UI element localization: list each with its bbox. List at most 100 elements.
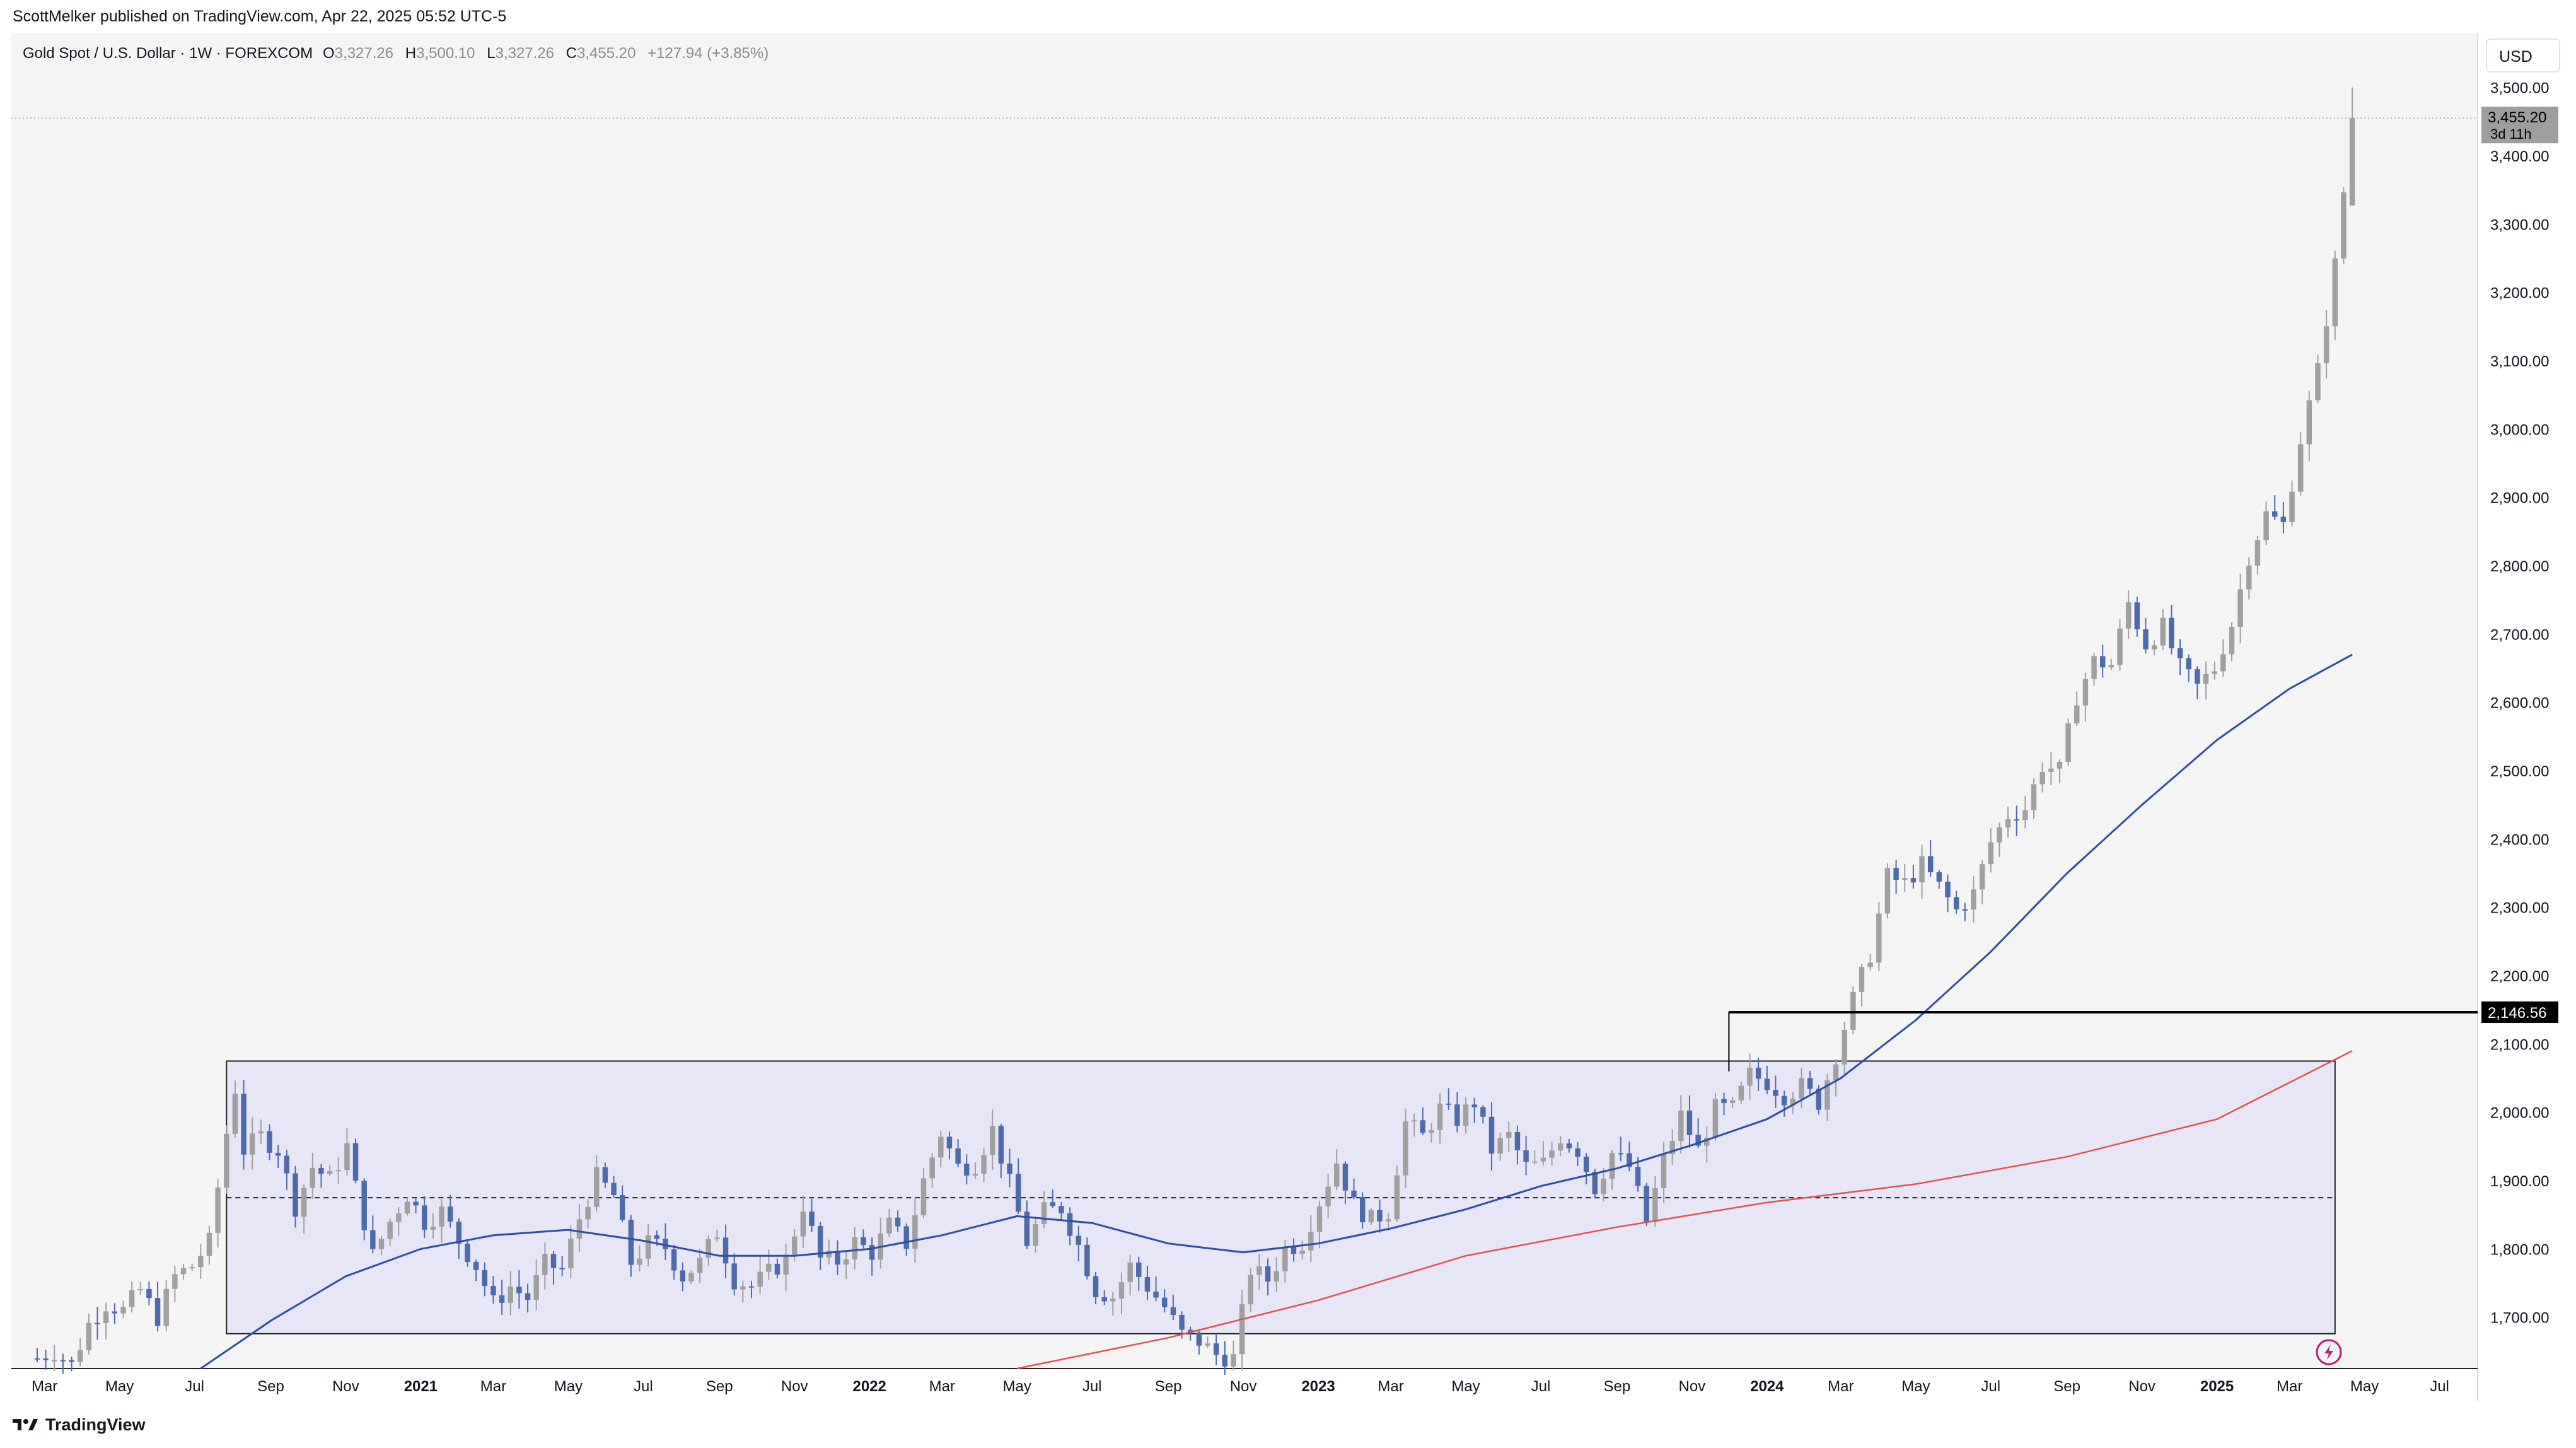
candle <box>1394 1165 1400 1222</box>
candle <box>2005 807 2011 838</box>
price-tick-label: 3,000.00 <box>2490 421 2549 438</box>
currency-button[interactable] <box>2486 38 2560 73</box>
candle <box>2220 639 2226 677</box>
candle <box>757 1255 763 1295</box>
candle-body <box>714 1237 720 1239</box>
candle-body <box>697 1258 703 1273</box>
candle-body <box>1239 1304 1245 1355</box>
candle-body <box>2203 674 2209 684</box>
candle-body <box>77 1350 83 1362</box>
candle <box>1953 890 1959 914</box>
candle <box>1721 1092 1727 1116</box>
candle <box>1927 840 1934 877</box>
price-tick-label: 2,000.00 <box>2490 1105 2549 1122</box>
candle-body <box>1024 1212 1030 1246</box>
lightning-icon[interactable] <box>2316 1339 2342 1365</box>
candle <box>447 1194 453 1228</box>
candle-body <box>1910 878 1917 883</box>
candle-body <box>1282 1247 1288 1271</box>
candle-body <box>1901 878 1908 880</box>
candle <box>1076 1225 1081 1261</box>
candle-body <box>602 1167 608 1183</box>
candle-body <box>731 1263 737 1290</box>
candle-body <box>267 1131 272 1153</box>
candle <box>2160 609 2166 650</box>
breakout-level-label-bg <box>2481 1001 2558 1023</box>
fast-moving-average-line <box>200 653 2353 1370</box>
candle-body <box>439 1206 444 1227</box>
candle <box>1231 1340 1236 1370</box>
candle-body <box>2125 602 2132 629</box>
candle-body <box>2074 705 2080 724</box>
candle <box>852 1227 858 1270</box>
candle-body <box>2160 617 2166 646</box>
candle <box>1497 1132 1503 1161</box>
candle-body <box>1420 1120 1426 1133</box>
candle-body <box>680 1270 686 1282</box>
candle-body <box>1506 1132 1512 1138</box>
candle-body <box>1532 1161 1538 1163</box>
candle <box>327 1165 333 1176</box>
candle <box>1557 1136 1564 1157</box>
candle <box>2237 573 2243 644</box>
candle <box>1308 1215 1314 1262</box>
candle <box>430 1213 436 1239</box>
candle-body <box>1884 868 1891 914</box>
candle-body <box>2195 669 2200 684</box>
candle <box>2195 666 2200 699</box>
candle-body <box>1325 1186 1331 1206</box>
candle-body <box>1712 1099 1719 1138</box>
candle-body <box>465 1243 470 1263</box>
time-tick-label: Sep <box>257 1378 284 1395</box>
candle <box>1446 1088 1451 1110</box>
candle-body <box>1962 909 1968 911</box>
candle <box>2117 619 2123 671</box>
candle-body <box>310 1167 316 1188</box>
candle-body <box>2229 626 2235 655</box>
candle <box>112 1303 118 1324</box>
candle <box>2263 501 2269 546</box>
candle-body <box>189 1267 195 1269</box>
candle <box>1084 1237 1090 1280</box>
time-tick-label: 2025 <box>2200 1378 2234 1395</box>
candle <box>224 1125 229 1194</box>
candle-body <box>594 1167 600 1207</box>
candle-body <box>1187 1329 1193 1333</box>
candle <box>172 1266 178 1303</box>
candle <box>137 1282 143 1295</box>
candle-body <box>1368 1210 1374 1223</box>
candle-body <box>172 1274 178 1289</box>
price-tick-label: 3,100.00 <box>2490 353 2549 370</box>
candle-body <box>516 1287 522 1293</box>
candle-body <box>499 1295 505 1303</box>
candle-body <box>2022 810 2028 820</box>
candle-body <box>69 1360 74 1362</box>
candle-body <box>1127 1262 1133 1283</box>
candle-body <box>835 1251 840 1265</box>
candle <box>895 1210 901 1232</box>
price-tick-label: 2,100.00 <box>2490 1036 2549 1053</box>
candle-body <box>249 1133 255 1155</box>
plot-area <box>11 87 2478 1375</box>
candle <box>482 1262 488 1297</box>
time-tick-label: May <box>105 1378 134 1395</box>
candle <box>1661 1141 1667 1203</box>
time-tick-label: Mar <box>1828 1378 1854 1395</box>
candle <box>1153 1276 1159 1302</box>
candle-body <box>869 1245 875 1260</box>
candle-body <box>232 1094 238 1134</box>
candle-body <box>585 1206 591 1220</box>
candle-body <box>1833 1064 1839 1080</box>
candle-body <box>2254 540 2261 566</box>
candle <box>1859 964 1865 1007</box>
candle <box>671 1244 677 1280</box>
candle <box>1893 860 1899 894</box>
candle <box>766 1249 772 1280</box>
candle <box>2177 639 2183 675</box>
candle-body <box>1084 1244 1090 1276</box>
candle <box>95 1306 100 1340</box>
candle-body <box>886 1217 892 1234</box>
candle <box>1627 1141 1632 1172</box>
candle <box>370 1215 376 1254</box>
